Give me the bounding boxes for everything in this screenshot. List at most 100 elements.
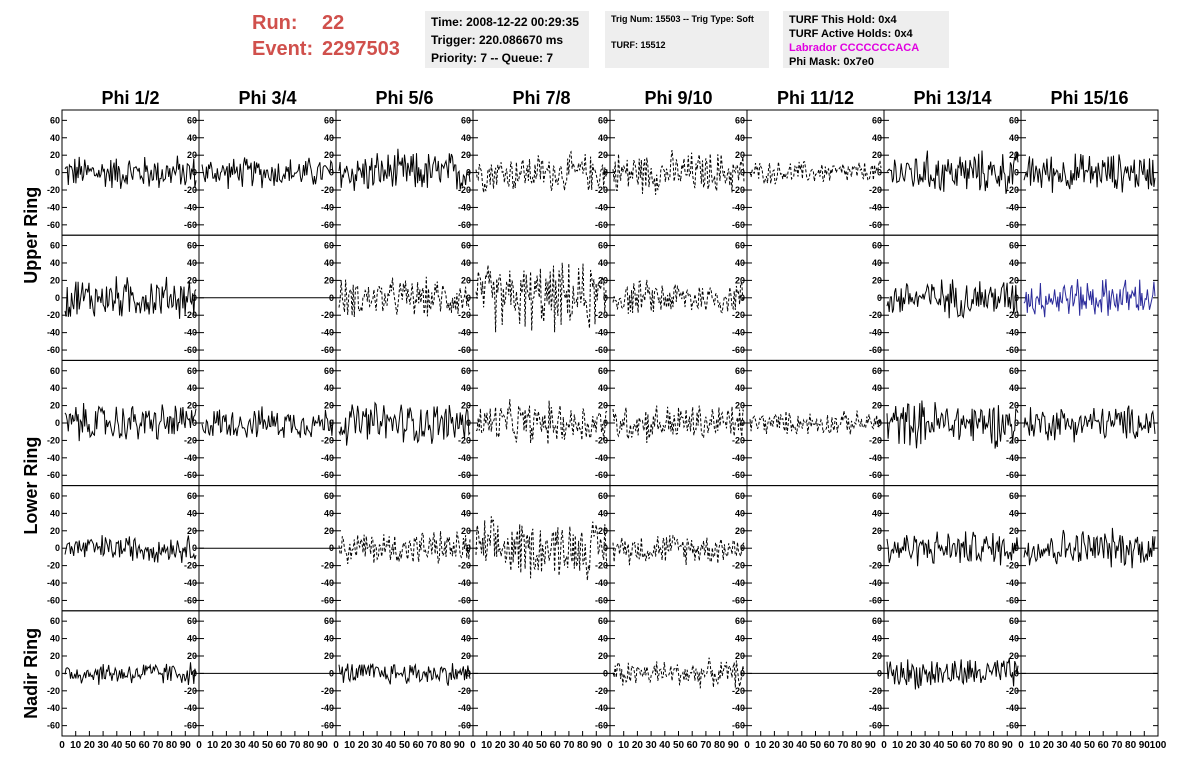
event-value: 2297503 bbox=[322, 38, 400, 60]
x-tick-label: 70 bbox=[426, 740, 438, 751]
x-tick-label: 40 bbox=[248, 740, 260, 751]
time-text: Time: 2008-12-22 00:29:35 bbox=[431, 15, 579, 29]
y-tick-label: -60 bbox=[595, 470, 608, 480]
waveform-trace bbox=[64, 535, 197, 563]
y-tick-label: 40 bbox=[324, 634, 334, 644]
y-tick-label: -60 bbox=[869, 721, 882, 731]
y-tick-label: 20 bbox=[187, 401, 197, 411]
y-tick-label: -60 bbox=[595, 721, 608, 731]
x-tick-label: 70 bbox=[837, 740, 849, 751]
y-tick-label: -40 bbox=[47, 328, 60, 338]
y-tick-label: 40 bbox=[50, 634, 60, 644]
y-tick-label: -60 bbox=[47, 721, 60, 731]
panel-frame bbox=[609, 234, 748, 361]
y-tick-label: 40 bbox=[1009, 634, 1019, 644]
column-header: Phi 1/2 bbox=[101, 88, 159, 108]
y-tick-label: 40 bbox=[598, 508, 608, 518]
y-tick-label: 20 bbox=[324, 401, 334, 411]
y-tick-label: -20 bbox=[732, 435, 745, 445]
y-tick-label: 60 bbox=[872, 616, 882, 626]
panel-frame bbox=[335, 610, 474, 737]
x-tick-label: 0 bbox=[59, 740, 65, 751]
y-tick-label: -60 bbox=[47, 470, 60, 480]
y-tick-label: 20 bbox=[50, 150, 60, 160]
y-tick-label: 40 bbox=[598, 258, 608, 268]
y-tick-label: -60 bbox=[184, 721, 197, 731]
y-tick-label: 0 bbox=[192, 293, 197, 303]
y-tick-label: 20 bbox=[735, 651, 745, 661]
y-tick-label: -40 bbox=[458, 202, 471, 212]
y-tick-label: -40 bbox=[184, 453, 197, 463]
y-tick-label: -40 bbox=[1006, 328, 1019, 338]
y-tick-label: 60 bbox=[187, 616, 197, 626]
y-tick-label: 60 bbox=[735, 616, 745, 626]
y-tick-label: 40 bbox=[187, 258, 197, 268]
x-tick-label: 50 bbox=[1084, 740, 1096, 751]
y-tick-label: 40 bbox=[50, 133, 60, 143]
x-tick-label: 40 bbox=[522, 740, 534, 751]
y-tick-label: -40 bbox=[458, 703, 471, 713]
y-tick-label: 60 bbox=[872, 241, 882, 251]
y-tick-label: 20 bbox=[1009, 651, 1019, 661]
y-tick-label: 60 bbox=[872, 115, 882, 125]
y-tick-label: -60 bbox=[47, 220, 60, 230]
y-tick-label: -20 bbox=[458, 686, 471, 696]
y-tick-label: 40 bbox=[461, 634, 471, 644]
x-tick-label: 50 bbox=[399, 740, 411, 751]
y-tick-label: 40 bbox=[735, 258, 745, 268]
panel-frame bbox=[883, 359, 1022, 487]
y-tick-label: -40 bbox=[184, 328, 197, 338]
y-tick-label: 60 bbox=[50, 241, 60, 251]
y-tick-label: -40 bbox=[47, 703, 60, 713]
turf-info-panel: TURF This Hold: 0x4 TURF Active Holds: 0… bbox=[783, 11, 949, 68]
y-tick-label: 20 bbox=[1009, 401, 1019, 411]
y-tick-label: 40 bbox=[324, 508, 334, 518]
x-tick-label: 60 bbox=[413, 740, 425, 751]
x-tick-label: 10 bbox=[70, 740, 82, 751]
x-tick-label: 40 bbox=[385, 740, 397, 751]
y-tick-label: 0 bbox=[877, 168, 882, 178]
x-tick-label: 10 bbox=[1029, 740, 1041, 751]
x-tick-label: 0 bbox=[196, 740, 202, 751]
y-tick-label: 0 bbox=[1014, 168, 1019, 178]
waveform-trace bbox=[338, 662, 471, 686]
y-tick-label: 0 bbox=[877, 543, 882, 553]
y-tick-label: -40 bbox=[1006, 202, 1019, 212]
y-tick-label: -20 bbox=[869, 310, 882, 320]
y-tick-label: 60 bbox=[735, 115, 745, 125]
y-tick-label: 40 bbox=[598, 383, 608, 393]
y-tick-label: 20 bbox=[461, 401, 471, 411]
x-tick-label: 80 bbox=[851, 740, 863, 751]
y-tick-label: 20 bbox=[872, 275, 882, 285]
y-tick-label: -40 bbox=[732, 453, 745, 463]
y-tick-label: 20 bbox=[187, 651, 197, 661]
y-tick-label: 40 bbox=[872, 634, 882, 644]
x-tick-label: 80 bbox=[577, 740, 589, 751]
y-tick-label: -20 bbox=[184, 185, 197, 195]
y-tick-label: -40 bbox=[1006, 703, 1019, 713]
x-tick-label: 30 bbox=[1057, 740, 1069, 751]
y-tick-label: -60 bbox=[595, 595, 608, 605]
y-tick-label: -20 bbox=[184, 686, 197, 696]
x-tick-label: 50 bbox=[947, 740, 959, 751]
y-tick-label: 0 bbox=[192, 168, 197, 178]
x-tick-label: 90 bbox=[454, 740, 466, 751]
x-tick-label: 70 bbox=[1111, 740, 1123, 751]
x-tick-label: 20 bbox=[221, 740, 233, 751]
y-tick-label: -20 bbox=[595, 185, 608, 195]
y-tick-label: -20 bbox=[458, 561, 471, 571]
y-tick-label: -40 bbox=[869, 202, 882, 212]
x-tick-label: 20 bbox=[84, 740, 96, 751]
y-tick-label: -20 bbox=[732, 686, 745, 696]
y-tick-label: -40 bbox=[595, 703, 608, 713]
trigger-text: Trigger: 220.086670 ms bbox=[431, 33, 564, 47]
waveform-trace bbox=[338, 401, 471, 446]
y-tick-label: 0 bbox=[1014, 418, 1019, 428]
y-tick-label: -40 bbox=[595, 453, 608, 463]
x-tick-label: 30 bbox=[98, 740, 110, 751]
y-tick-label: -60 bbox=[184, 220, 197, 230]
y-tick-label: 0 bbox=[603, 168, 608, 178]
y-tick-label: 0 bbox=[55, 168, 60, 178]
x-tick-label: 60 bbox=[139, 740, 151, 751]
